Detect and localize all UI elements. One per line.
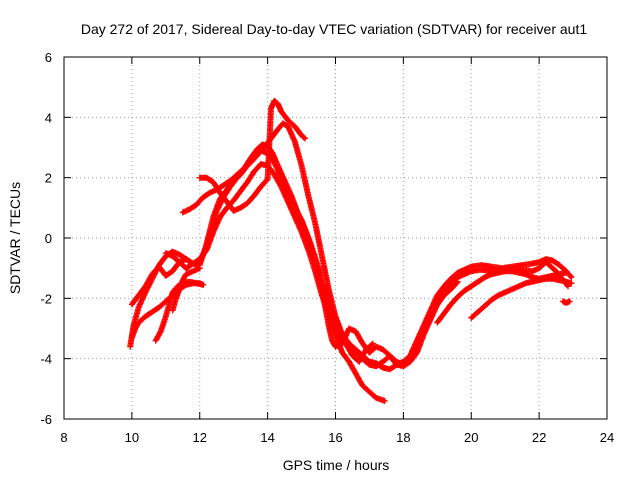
x-tick-label: 18 bbox=[396, 430, 410, 445]
y-tick-label: -4 bbox=[40, 352, 52, 367]
y-axis-label: SDTVAR / TECUs bbox=[7, 182, 23, 294]
grid-lines bbox=[64, 57, 607, 419]
data-point bbox=[369, 340, 376, 347]
series-track-c bbox=[179, 120, 575, 373]
series-track-d bbox=[196, 97, 308, 214]
x-tick-label: 14 bbox=[260, 430, 274, 445]
x-tick-labels: 8 10 12 14 16 18 20 22 24 bbox=[60, 430, 614, 445]
axis-ticks bbox=[63, 56, 608, 420]
x-tick-label: 24 bbox=[600, 430, 614, 445]
data-point bbox=[454, 278, 461, 285]
series-track-b bbox=[128, 147, 388, 404]
data-point bbox=[381, 397, 388, 404]
data-point bbox=[200, 281, 207, 288]
data-point bbox=[568, 280, 575, 287]
x-axis-label: GPS time / hours bbox=[283, 457, 390, 473]
series-track-a bbox=[127, 141, 571, 370]
series-track-h bbox=[128, 280, 207, 341]
data-point bbox=[196, 265, 203, 272]
data-point bbox=[566, 298, 573, 305]
x-tick-label: 12 bbox=[193, 430, 207, 445]
data-point bbox=[568, 274, 575, 281]
x-tick-label: 10 bbox=[125, 430, 139, 445]
series-track-j bbox=[434, 268, 570, 326]
y-tick-label: -2 bbox=[40, 291, 52, 306]
y-tick-labels: -6 -4 -2 0 2 4 6 bbox=[40, 50, 52, 427]
data-point bbox=[563, 269, 570, 276]
x-tick-label: 8 bbox=[60, 430, 67, 445]
series-track-l bbox=[559, 298, 573, 306]
x-tick-label: 16 bbox=[328, 430, 342, 445]
y-tick-label: 6 bbox=[45, 50, 52, 65]
data-points bbox=[127, 97, 575, 404]
y-tick-label: 0 bbox=[45, 231, 52, 246]
data-point bbox=[453, 279, 460, 286]
chart-title: Day 272 of 2017, Sidereal Day-to-day VTE… bbox=[81, 21, 588, 37]
x-tick-label: 22 bbox=[532, 430, 546, 445]
x-tick-label: 20 bbox=[464, 430, 478, 445]
data-point bbox=[368, 341, 375, 348]
data-point bbox=[302, 135, 308, 142]
data-point bbox=[300, 134, 307, 141]
y-tick-label: 4 bbox=[45, 110, 52, 125]
data-point bbox=[567, 273, 574, 279]
y-tick-label: -6 bbox=[40, 412, 52, 427]
series-track-k bbox=[322, 283, 376, 365]
y-tick-label: 2 bbox=[45, 171, 52, 186]
